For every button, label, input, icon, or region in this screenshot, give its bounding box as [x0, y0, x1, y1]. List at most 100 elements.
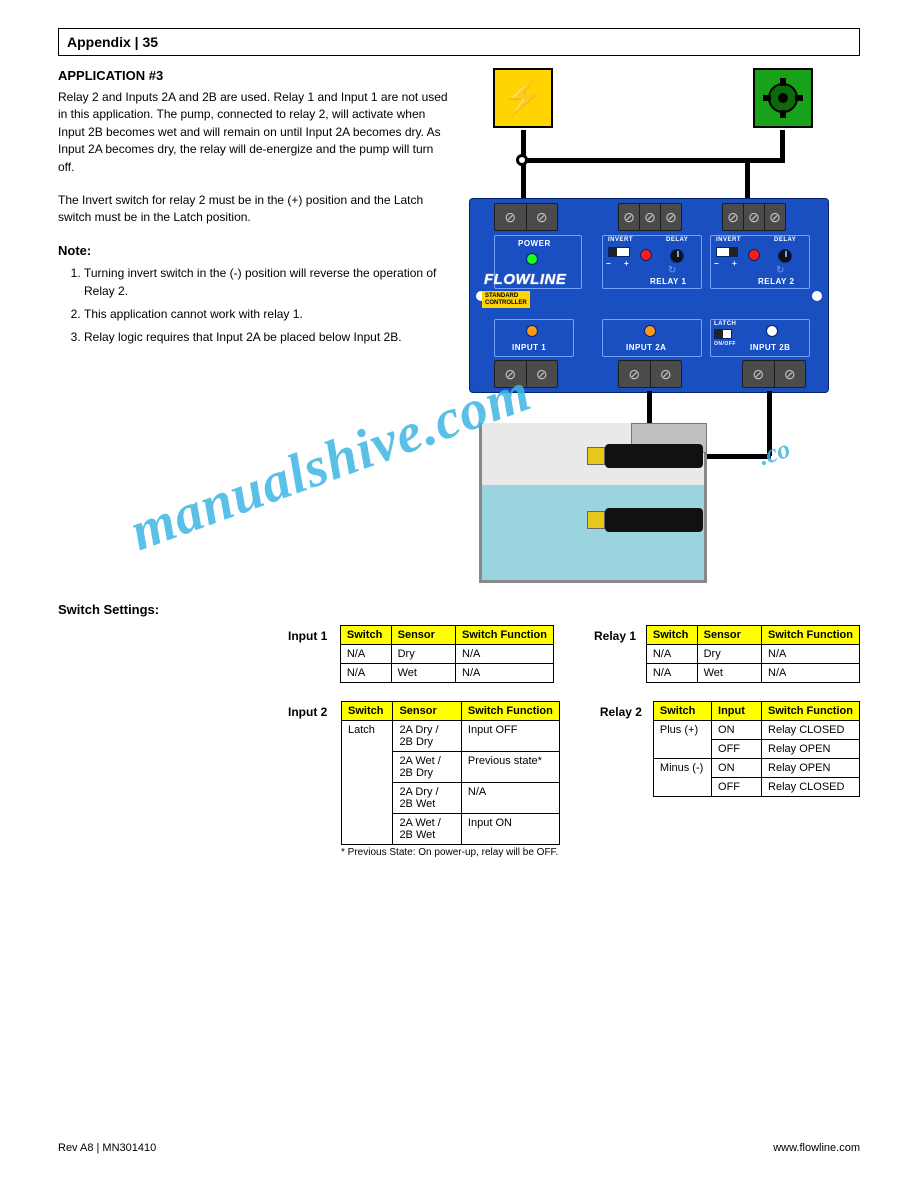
- th: Switch Function: [461, 702, 559, 721]
- td: 2A Wet / 2B Dry: [393, 752, 461, 783]
- table-row: Minus (-)ONRelay OPEN: [653, 759, 859, 778]
- td: Dry: [391, 645, 455, 664]
- power-led: [526, 253, 538, 265]
- arrow-icon: ↻: [776, 265, 784, 276]
- delay-label-2: DELAY: [774, 237, 796, 243]
- input2a-label: INPUT 2A: [626, 343, 666, 352]
- th: Switch Function: [762, 626, 860, 645]
- table-row: Plus (+)ONRelay CLOSED: [653, 721, 859, 740]
- td: Minus (-): [653, 759, 711, 797]
- th: Switch Function: [762, 702, 860, 721]
- relay1-invert-switch[interactable]: [608, 247, 630, 257]
- wire: [745, 158, 785, 163]
- section-header-bar: Appendix | 35: [58, 28, 860, 56]
- arrow-icon: ↻: [668, 265, 676, 276]
- tables-row-1: Input 1 Switch Sensor Switch Function N/…: [288, 625, 860, 683]
- input2b-label: INPUT 2B: [750, 343, 790, 352]
- relay1-plus: +: [624, 259, 629, 268]
- relay2-label: RELAY 2: [758, 277, 794, 286]
- wire: [521, 130, 526, 156]
- td: Plus (+): [653, 721, 711, 759]
- power-label: POWER: [518, 239, 551, 248]
- th: Switch: [646, 626, 697, 645]
- relay2-delay-knob[interactable]: [778, 249, 792, 263]
- td: Wet: [697, 664, 761, 683]
- bolt-icon: ⚡: [502, 78, 544, 118]
- mount-hole: [812, 291, 822, 301]
- relay1-delay-knob[interactable]: [670, 249, 684, 263]
- wire: [701, 454, 771, 459]
- th: Sensor: [697, 626, 761, 645]
- table-row: N/AWetN/A: [340, 664, 553, 683]
- td: N/A: [461, 783, 559, 814]
- input2b-led: [766, 325, 778, 337]
- controller-badge: STANDARD CONTROLLER: [482, 291, 530, 308]
- td: 2A Dry / 2B Wet: [393, 783, 461, 814]
- td: Latch: [342, 721, 393, 845]
- td: Dry: [697, 645, 761, 664]
- table-row: Switch Sensor Switch Function: [646, 626, 859, 645]
- wiring-diagram: ⚡: [469, 68, 849, 588]
- th: Sensor: [391, 626, 455, 645]
- delay-label-1: DELAY: [666, 237, 688, 243]
- th: Switch: [342, 702, 393, 721]
- application-paragraph-1: Relay 2 and Inputs 2A and 2B are used. R…: [58, 89, 449, 176]
- td: OFF: [712, 740, 762, 759]
- relay2-invert-switch[interactable]: [716, 247, 738, 257]
- td: Input OFF: [461, 721, 559, 752]
- pump-svg: [761, 76, 805, 120]
- terminal-input2a: ⊘⊘: [618, 360, 682, 388]
- diagram-column: ⚡: [459, 68, 860, 588]
- table-row: N/ADryN/A: [646, 645, 859, 664]
- wire: [521, 164, 526, 200]
- page-footer: Rev A8 | MN301410 www.flowline.com: [58, 1142, 860, 1154]
- power-source-icon: ⚡: [493, 68, 553, 128]
- sensor-body: [605, 508, 703, 532]
- tables-row-2: Input 2 Switch Sensor Switch Function La…: [288, 701, 860, 858]
- section-header-text: Appendix | 35: [67, 34, 158, 50]
- table-label: Input 2: [288, 701, 341, 719]
- th: Sensor: [393, 702, 461, 721]
- footer-left: Rev A8 | MN301410: [58, 1142, 156, 1154]
- td: Wet: [391, 664, 455, 683]
- terminal-input1: ⊘⊘: [494, 360, 558, 388]
- table-input2: Switch Sensor Switch Function Latch2A Dr…: [341, 701, 560, 845]
- terminal-power: ⊘⊘: [494, 203, 558, 231]
- td: N/A: [646, 664, 697, 683]
- top-columns: APPLICATION #3 Relay 2 and Inputs 2A and…: [58, 68, 860, 588]
- notes-heading: Note:: [58, 243, 449, 258]
- td: N/A: [762, 645, 860, 664]
- relay2-plus: +: [732, 259, 737, 268]
- sensor-2b: [587, 444, 703, 468]
- td: N/A: [456, 645, 554, 664]
- td: Relay CLOSED: [762, 721, 860, 740]
- td: N/A: [340, 645, 391, 664]
- relay1-minus: −: [606, 259, 611, 268]
- pump-icon: [753, 68, 813, 128]
- th: Input: [712, 702, 762, 721]
- table-row: Switch Sensor Switch Function: [342, 702, 560, 721]
- table-label: Relay 1: [594, 625, 646, 643]
- th: Switch Function: [456, 626, 554, 645]
- latch-switch[interactable]: [714, 329, 732, 339]
- table-row: Switch Sensor Switch Function: [340, 626, 553, 645]
- td: Input ON: [461, 814, 559, 845]
- td: Relay CLOSED: [762, 778, 860, 797]
- td: Relay OPEN: [762, 740, 860, 759]
- table-relay1-wrap: Relay 1 Switch Sensor Switch Function N/…: [594, 625, 860, 683]
- badge-line1: STANDARD: [485, 293, 518, 299]
- terminal-relay1: ⊘⊘⊘: [618, 203, 682, 231]
- table-relay1: Switch Sensor Switch Function N/ADryN/A …: [646, 625, 860, 683]
- td: ON: [712, 759, 762, 778]
- table-input1-wrap: Input 1 Switch Sensor Switch Function N/…: [288, 625, 554, 683]
- table-row: Switch Input Switch Function: [653, 702, 859, 721]
- switch-settings-heading: Switch Settings:: [58, 602, 860, 617]
- note-item: This application cannot work with relay …: [84, 305, 449, 324]
- brand-logo: FLOWLINE: [484, 271, 566, 288]
- table-footnote: * Previous State: On power-up, relay wil…: [341, 847, 560, 858]
- note-item: Turning invert switch in the (-) positio…: [84, 264, 449, 301]
- sensor-tip: [587, 511, 605, 529]
- left-text-column: APPLICATION #3 Relay 2 and Inputs 2A and…: [58, 68, 459, 588]
- latch-label: LATCH: [714, 321, 736, 327]
- th: Switch: [340, 626, 391, 645]
